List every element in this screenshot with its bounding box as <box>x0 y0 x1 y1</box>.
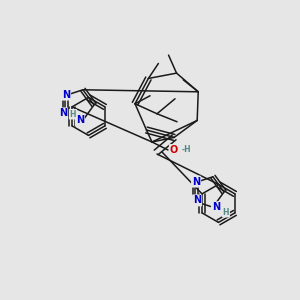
Text: N: N <box>62 90 70 100</box>
Text: N: N <box>193 195 201 206</box>
Text: -H: -H <box>181 146 191 154</box>
Text: N: N <box>76 115 84 125</box>
Text: H: H <box>223 208 229 217</box>
Text: H: H <box>70 110 76 119</box>
Text: N: N <box>59 108 67 118</box>
Text: N: N <box>212 202 220 212</box>
Text: N: N <box>192 177 200 187</box>
Text: O: O <box>170 145 178 155</box>
